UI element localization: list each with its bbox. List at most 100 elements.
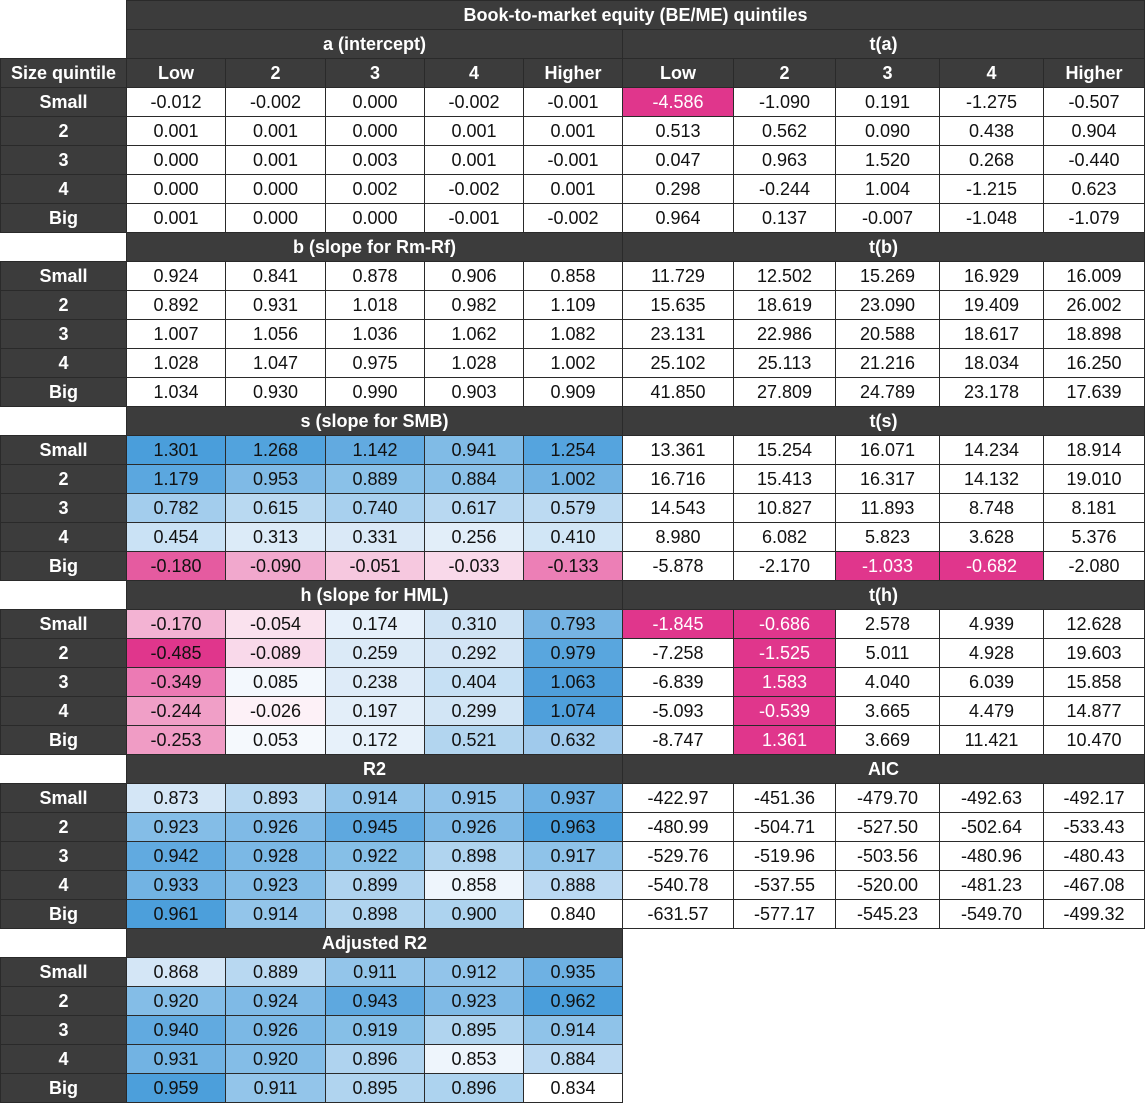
data-cell: 16.716 (622, 464, 734, 494)
data-cell: -1.079 (1042, 203, 1145, 233)
data-cell: 0.002 (325, 174, 425, 204)
data-cell: 0.904 (1042, 116, 1145, 146)
table-row: 2 -0.485 -0.089 0.259 0.292 0.979 -7.258 -1.525… (0, 638, 1145, 668)
data-cell: -0.686 (733, 609, 836, 639)
data-cell: 0.001 (523, 116, 623, 146)
row-label: 4 (0, 522, 127, 552)
data-cell: 8.181 (1042, 493, 1145, 523)
data-cell: 0.137 (733, 203, 836, 233)
data-cell: -540.78 (622, 870, 734, 900)
column-header: 4 (939, 58, 1044, 88)
section-spacer-cell (0, 928, 127, 958)
data-cell: 23.178 (939, 377, 1044, 407)
data-cell: 18.898 (1042, 319, 1145, 349)
data-cell: 1.002 (523, 348, 623, 378)
data-cell: 0.410 (523, 522, 623, 552)
data-cell: -480.43 (1042, 841, 1145, 871)
data-cell: 0.911 (325, 957, 425, 987)
data-cell: 26.002 (1042, 290, 1145, 320)
data-cell: 14.234 (939, 435, 1044, 465)
data-cell: 3.628 (939, 522, 1044, 552)
data-cell: 21.216 (835, 348, 940, 378)
data-cell: 0.961 (126, 899, 226, 929)
data-cell: 13.361 (622, 435, 734, 465)
data-cell: -481.23 (939, 870, 1044, 900)
data-cell: 0.085 (225, 667, 326, 697)
table-row: 2 0.001 0.001 0.000 0.001 0.001 0.513 0.562 0.09… (0, 116, 1145, 146)
row-label: 3 (0, 493, 127, 523)
section-title: Adjusted R2 (126, 928, 623, 958)
table-row: Small -0.012 -0.002 0.000 -0.002 -0.001 -4.586… (0, 87, 1145, 117)
data-cell: 25.113 (733, 348, 836, 378)
table-row: 4 1.028 1.047 0.975 1.028 1.002 25.102 25.113 21… (0, 348, 1145, 378)
data-cell: -451.36 (733, 783, 836, 813)
data-cell: 0.922 (325, 841, 425, 871)
data-cell: 1.018 (325, 290, 425, 320)
data-cell: 0.299 (424, 696, 524, 726)
data-cell: 0.898 (325, 899, 425, 929)
data-cell: 0.900 (424, 899, 524, 929)
data-cell: 16.009 (1042, 261, 1145, 291)
data-cell: 1.028 (126, 348, 226, 378)
data-cell: 0.942 (126, 841, 226, 871)
data-cell: 0.197 (325, 696, 425, 726)
data-cell: 0.001 (523, 174, 623, 204)
data-cell: 0.878 (325, 261, 425, 291)
row-label: 3 (0, 319, 127, 349)
data-cell: 1.028 (424, 348, 524, 378)
data-cell: -0.180 (126, 551, 226, 581)
column-header: 4 (424, 58, 524, 88)
row-label: Small (0, 435, 127, 465)
row-label: Big (0, 551, 127, 581)
data-cell: 0.895 (424, 1015, 524, 1045)
data-cell: -8.747 (622, 725, 734, 755)
data-cell: 2.578 (835, 609, 940, 639)
table-row: 2 0.892 0.931 1.018 0.982 1.109 15.635 18.619 23… (0, 290, 1145, 320)
section-title: t(a) (621, 29, 1145, 59)
data-cell: 6.039 (939, 667, 1044, 697)
data-cell: -480.99 (622, 812, 734, 842)
data-cell: 0.945 (325, 812, 425, 842)
table-row: 4 0.454 0.313 0.331 0.256 0.410 8.980 6.082 5.82… (0, 522, 1145, 552)
row-label: Big (0, 203, 127, 233)
section-title: t(h) (621, 580, 1145, 610)
data-cell: 0.909 (523, 377, 623, 407)
data-cell: 15.254 (733, 435, 836, 465)
data-cell: -527.50 (835, 812, 940, 842)
data-cell: 0.313 (225, 522, 326, 552)
data-cell: 6.082 (733, 522, 836, 552)
row-label: Small (0, 609, 127, 639)
data-cell: 0.292 (424, 638, 524, 668)
data-cell: 24.789 (835, 377, 940, 407)
corner-cell (0, 0, 127, 30)
data-cell: 11.729 (622, 261, 734, 291)
data-cell: 0.896 (424, 1073, 524, 1103)
data-cell: 18.617 (939, 319, 1044, 349)
data-cell: 0.914 (225, 899, 326, 929)
row-label: 3 (0, 841, 127, 871)
table-row: Big 1.034 0.930 0.990 0.903 0.909 41.850 27.809… (0, 377, 1145, 407)
data-cell: 16.250 (1042, 348, 1145, 378)
data-cell: 0.959 (126, 1073, 226, 1103)
data-cell: -1.845 (622, 609, 734, 639)
data-cell: -6.839 (622, 667, 734, 697)
data-cell: 0.000 (225, 174, 326, 204)
data-cell: 16.317 (835, 464, 940, 494)
row-label: 3 (0, 667, 127, 697)
data-cell: 0.953 (225, 464, 326, 494)
data-cell: 0.899 (325, 870, 425, 900)
column-header: Higher (523, 58, 623, 88)
data-cell: 10.470 (1042, 725, 1145, 755)
data-cell: 23.090 (835, 290, 940, 320)
data-cell: -0.001 (523, 145, 623, 175)
section-title: t(b) (621, 232, 1145, 262)
row-label: 4 (0, 696, 127, 726)
data-cell: 0.924 (225, 986, 326, 1016)
data-cell: 0.915 (424, 783, 524, 813)
data-cell: -1.215 (939, 174, 1044, 204)
data-cell: 10.827 (733, 493, 836, 523)
data-cell: 1.254 (523, 435, 623, 465)
data-cell: 0.937 (523, 783, 623, 813)
empty-cell (622, 1015, 1145, 1045)
data-cell: 0.884 (424, 464, 524, 494)
